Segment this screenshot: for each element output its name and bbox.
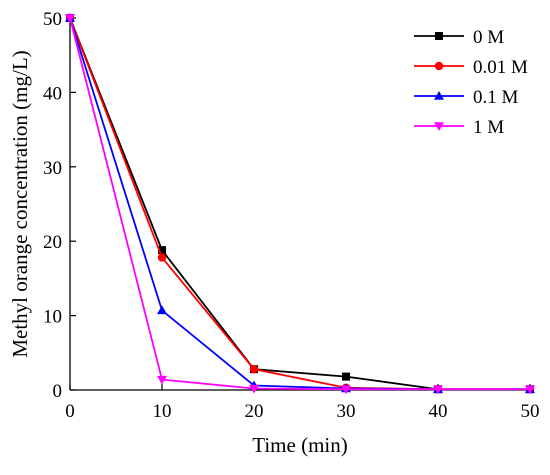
x-tick-label: 0 <box>65 401 75 422</box>
legend-marker <box>434 61 444 71</box>
y-tick-label: 0 <box>53 381 63 402</box>
data-point <box>157 253 167 262</box>
series-line <box>69 17 530 391</box>
series-line <box>69 17 530 391</box>
legend-label: 0.1 M <box>473 87 519 108</box>
series-line <box>69 17 530 391</box>
legend-marker <box>435 32 443 40</box>
legend-label: 0 M <box>473 27 504 48</box>
y-tick-label: 50 <box>43 9 62 30</box>
legend-entry: 0.1 M <box>414 87 519 108</box>
data-point <box>433 385 443 395</box>
x-tick-label: 50 <box>521 401 540 422</box>
y-tick-label: 30 <box>43 158 62 179</box>
series-1-m <box>65 14 535 395</box>
legend-label: 0.01 M <box>473 57 528 78</box>
legend-entry: 0 M <box>414 27 504 48</box>
data-point <box>157 375 167 385</box>
data-point <box>158 246 166 255</box>
series-layer <box>65 13 535 395</box>
x-tick-label: 20 <box>245 401 264 422</box>
y-tick-label: 20 <box>43 232 62 253</box>
data-point <box>525 385 535 395</box>
axes: 0 10 20 30 40 50 0 10 20 30 40 50 <box>43 9 540 422</box>
y-tick-label: 10 <box>43 307 62 328</box>
series-0-m <box>66 14 534 394</box>
series-0-01-m <box>65 13 535 394</box>
series-0-1-m <box>65 13 535 394</box>
legend-marker <box>434 122 444 131</box>
data-point <box>249 384 259 394</box>
data-point <box>157 305 167 315</box>
y-tick-label: 40 <box>43 83 62 104</box>
x-tick-label: 30 <box>337 401 356 422</box>
legend: 0 M 0.01 M 0.1 M 1 M <box>414 27 528 138</box>
series-line <box>69 17 530 391</box>
legend-label: 1 M <box>473 117 504 138</box>
data-point <box>342 372 350 381</box>
data-point <box>249 364 259 374</box>
x-tick-label: 10 <box>153 401 172 422</box>
x-axis-title: Time (min) <box>252 433 347 457</box>
data-point <box>341 385 351 395</box>
data-point <box>65 14 75 23</box>
x-tick-label: 40 <box>429 401 448 422</box>
legend-entry: 1 M <box>414 117 504 138</box>
legend-entry: 0.01 M <box>414 57 528 78</box>
legend-marker <box>434 91 444 100</box>
y-axis-title: Methyl orange concentration (mg/L) <box>8 50 32 357</box>
